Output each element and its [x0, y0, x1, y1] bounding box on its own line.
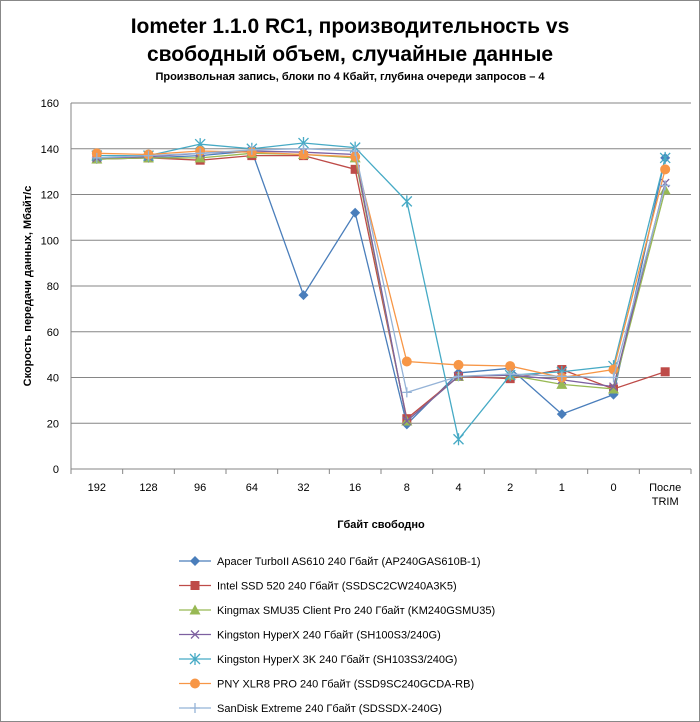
y-tick-label: 160: [41, 98, 59, 110]
title-line: Iometer 1.1.0 RC1, производительность vs: [130, 15, 570, 38]
data-point: [350, 164, 360, 174]
data-point: [608, 383, 619, 394]
legend-item: Apacer TurboII AS610 240 Гбайт (AP240GAS…: [179, 556, 481, 568]
data-point: [608, 372, 619, 383]
y-tick-label: 140: [41, 144, 59, 156]
data-point: [453, 371, 464, 382]
legend-label: Intel SSD 520 240 Гбайт (SSDSC2CW240A3K5…: [217, 581, 457, 593]
data-point: [298, 290, 309, 301]
legend-label: Kingston HyperX 3K 240 Гбайт (SH103S3/24…: [217, 654, 457, 666]
x-tick-label: 2: [507, 482, 513, 494]
data-point: [402, 416, 412, 426]
data-point: [660, 367, 670, 377]
data-point: [91, 152, 102, 163]
data-point: [246, 144, 257, 155]
series-line: [96, 150, 666, 379]
data-point: [453, 359, 464, 370]
data-point: [298, 143, 309, 154]
legend-marker: [190, 556, 200, 566]
series-4: [91, 137, 671, 446]
series-5: [91, 146, 671, 383]
x-tick-label: 0: [610, 482, 616, 494]
series-line: [96, 142, 666, 441]
data-point: [609, 382, 618, 392]
legend-item: Intel SSD 520 240 Гбайт (SSDSC2CW240A3K5…: [179, 581, 457, 593]
data-point: [350, 207, 361, 218]
x-tick-label: 1: [559, 482, 565, 494]
title-line: свободный объем, случайные данные: [146, 43, 554, 66]
legend-label: PNY XLR8 PRO 240 Гбайт (SSD9SC240GCDA-RB…: [217, 679, 474, 691]
legend-marker: [190, 678, 200, 689]
y-tick-label: 80: [47, 281, 59, 293]
data-point: [556, 409, 567, 420]
data-point: [556, 371, 567, 382]
y-tick-label: 0: [53, 464, 59, 476]
data-point: [453, 433, 464, 446]
data-point: [195, 148, 206, 159]
x-tick-label: 96: [194, 482, 206, 494]
legend-label: SanDisk Extreme 240 Гбайт (SDSSDX-240G): [217, 703, 442, 715]
legend-item: SanDisk Extreme 240 Гбайт (SDSSDX-240G): [179, 703, 442, 715]
legend-item: Kingmax SMU35 Client Pro 240 Гбайт (KM24…: [179, 604, 495, 617]
y-axis-label: Скорость передачи данных, Мбайт/с: [22, 186, 34, 387]
legend-marker: [189, 604, 201, 615]
data-point: [401, 387, 412, 398]
y-tick-label: 40: [47, 373, 59, 385]
data-point: [298, 149, 309, 160]
x-tick-label: 16: [349, 482, 361, 494]
data-point: [505, 369, 516, 380]
x-tick-label: После: [649, 482, 681, 494]
data-point: [350, 151, 361, 162]
legend-marker: [190, 630, 200, 639]
data-point: [660, 164, 671, 175]
legend-label: Apacer TurboII AS610 240 Гбайт (AP240GAS…: [217, 556, 481, 568]
legend-label: Kingston HyperX 240 Гбайт (SH100S3/240G): [217, 630, 441, 642]
series-line: [96, 154, 666, 420]
data-point: [401, 195, 413, 208]
data-point: [505, 361, 516, 372]
y-tick-label: 60: [47, 327, 59, 339]
legend-marker: [190, 703, 200, 713]
data-point: [401, 356, 412, 367]
y-tick-label: 120: [41, 190, 59, 202]
x-tick-label: TRIM: [652, 496, 679, 508]
data-point: [660, 180, 671, 191]
chart-title: Iometer 1.1.0 RC1, производительность vs…: [1, 13, 699, 69]
legend-label: Kingmax SMU35 Client Pro 240 Гбайт (KM24…: [217, 605, 495, 617]
legend-item: Kingston HyperX 240 Гбайт (SH100S3/240G): [179, 630, 441, 642]
data-point: [659, 151, 671, 164]
data-point: [556, 378, 568, 389]
x-tick-label: 4: [455, 482, 461, 494]
legend-marker: [189, 653, 201, 665]
x-tick-label: 128: [139, 482, 157, 494]
legend-marker: [190, 581, 200, 590]
x-axis-label: Гбайт свободно: [337, 519, 425, 531]
series-line: [96, 148, 666, 394]
series-6: [91, 143, 671, 398]
data-point: [350, 146, 361, 157]
x-tick-label: 32: [297, 482, 309, 494]
series-line: [96, 150, 666, 426]
data-point: [143, 150, 154, 161]
y-tick-label: 20: [47, 418, 59, 430]
x-tick-label: 192: [88, 482, 106, 494]
legend-item: PNY XLR8 PRO 240 Гбайт (SSD9SC240GCDA-RB…: [179, 678, 474, 691]
x-tick-label: 64: [246, 482, 258, 494]
x-tick-label: 8: [404, 482, 410, 494]
y-tick-label: 100: [41, 235, 59, 247]
legend-item: Kingston HyperX 3K 240 Гбайт (SH103S3/24…: [179, 653, 457, 666]
chart-subtitle: Произвольная запись, блоки по 4 Кбайт, г…: [155, 71, 545, 83]
